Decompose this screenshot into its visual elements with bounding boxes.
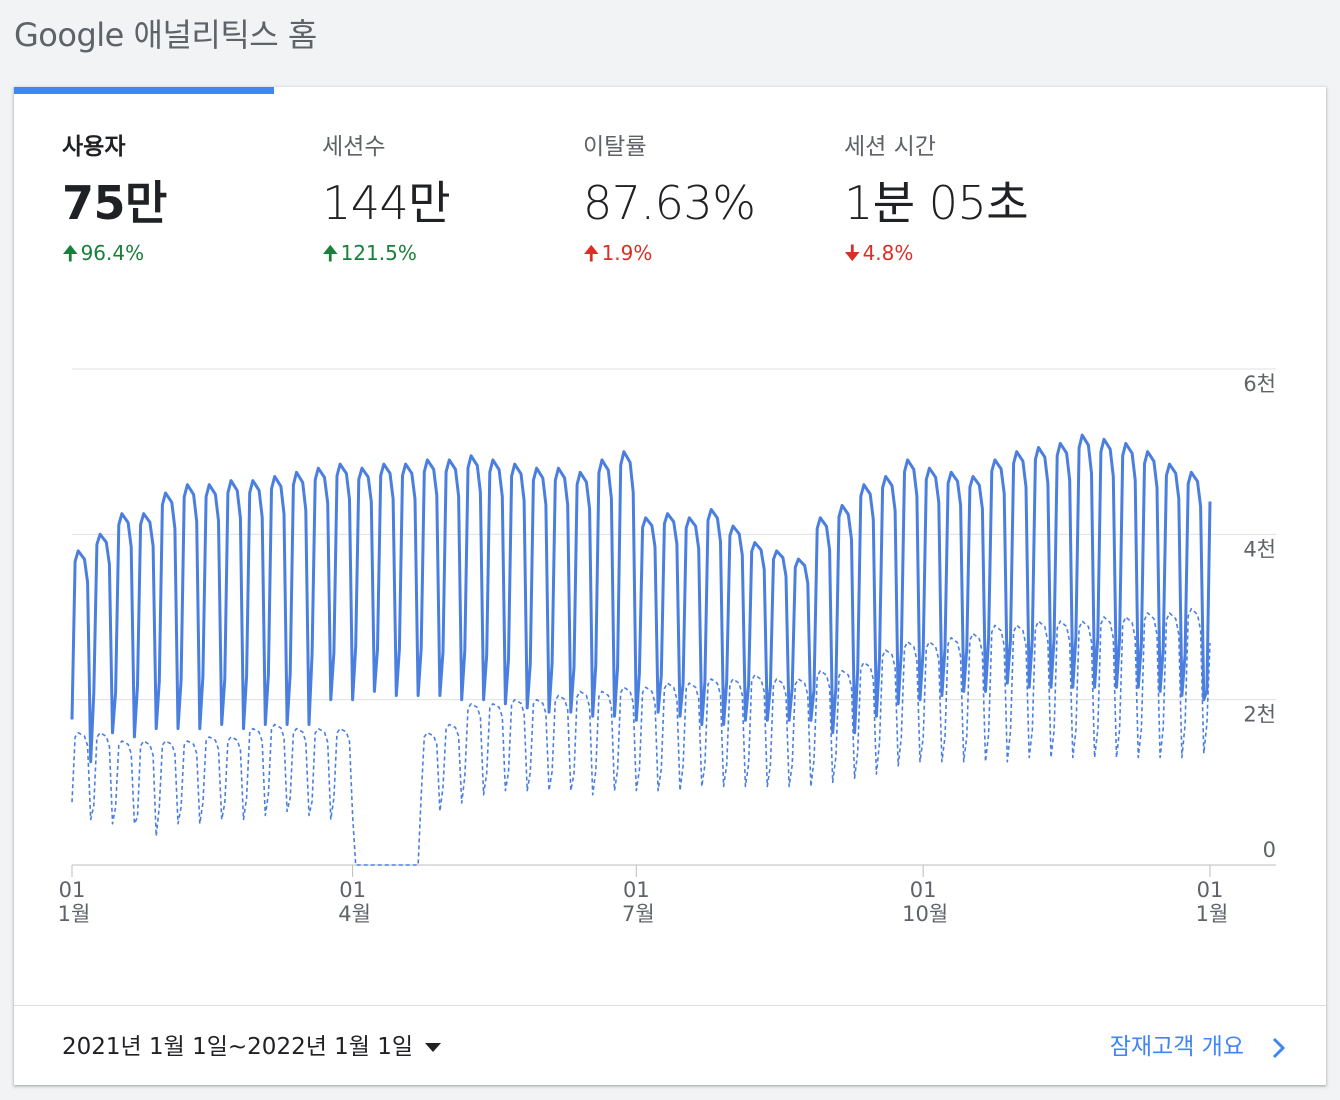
- x-tick-month: 4월: [338, 902, 371, 926]
- x-tick-month: 1월: [1196, 902, 1229, 926]
- x-tick-day: 01: [623, 878, 650, 902]
- x-tick-day: 01: [910, 878, 937, 902]
- x-tick-day: 01: [339, 878, 366, 902]
- arrow-down-icon: 🠋: [844, 241, 861, 265]
- metric-value: 87.63%: [583, 176, 756, 230]
- active-tab-indicator: [14, 87, 274, 94]
- metric-delta: 🠉 1.9%: [583, 239, 823, 273]
- metric-session-duration[interactable]: 세션 시간 1분 05초 🠋 4.8%: [844, 127, 1084, 273]
- arrow-up-icon: 🠉: [62, 241, 79, 265]
- x-tick-day: 01: [1197, 878, 1224, 902]
- footer-divider: [14, 1005, 1326, 1006]
- metric-label: 세션수: [322, 134, 386, 160]
- date-range-label: 2021년 1월 1일~2022년 1월 1일: [62, 1034, 414, 1060]
- metric-users[interactable]: 사용자 75만 🠉 96.4%: [62, 127, 302, 273]
- metric-delta-value: 4.8%: [862, 241, 914, 265]
- caret-down-icon: [425, 1043, 442, 1052]
- chevron-right-icon: [1272, 1037, 1286, 1058]
- y-tick-label: 4천: [1243, 537, 1276, 561]
- metric-delta: 🠉 96.4%: [62, 239, 302, 273]
- y-tick-label: 2천: [1243, 703, 1276, 727]
- audience-overview-link[interactable]: 잠재고객 개요: [1110, 1027, 1286, 1061]
- metric-delta: 🠉 121.5%: [322, 239, 562, 273]
- overview-card: 사용자 75만 🠉 96.4% 세션수 144만 🠉 121.5% 이탈률 87.6…: [14, 87, 1326, 1085]
- metric-label: 이탈률: [583, 134, 647, 160]
- arrow-up-icon: 🠉: [583, 241, 600, 265]
- metric-delta-value: 121.5%: [340, 241, 417, 265]
- page-title: Google 애널리틱스 홈: [14, 16, 317, 54]
- x-tick-day: 01: [59, 878, 86, 902]
- x-tick-month: 10월: [902, 902, 948, 926]
- series-previous-period-line: [71, 607, 1211, 866]
- series-current-period-line: [70, 433, 1212, 764]
- metric-bounce-rate[interactable]: 이탈률 87.63% 🠉 1.9%: [583, 127, 823, 273]
- x-tick-month: 7월: [622, 902, 655, 926]
- metric-delta: 🠋 4.8%: [844, 239, 1084, 273]
- y-tick-label: 6천: [1243, 372, 1276, 396]
- metric-label: 세션 시간: [844, 134, 936, 160]
- metric-delta-value: 1.9%: [601, 241, 653, 265]
- audience-overview-label: 잠재고객 개요: [1109, 1034, 1244, 1060]
- metric-sessions[interactable]: 세션수 144만 🠉 121.5%: [322, 127, 562, 273]
- metric-label: 사용자: [62, 134, 126, 160]
- x-tick-month: 1월: [58, 902, 91, 926]
- date-range-selector[interactable]: 2021년 1월 1일~2022년 1월 1일: [62, 1027, 442, 1061]
- metric-value: 1분 05초: [844, 176, 1029, 230]
- metric-value: 144만: [322, 176, 451, 230]
- metric-value: 75만: [62, 176, 167, 230]
- y-tick-label: 0: [1263, 838, 1276, 862]
- arrow-up-icon: 🠉: [322, 241, 339, 265]
- metric-delta-value: 96.4%: [80, 241, 145, 265]
